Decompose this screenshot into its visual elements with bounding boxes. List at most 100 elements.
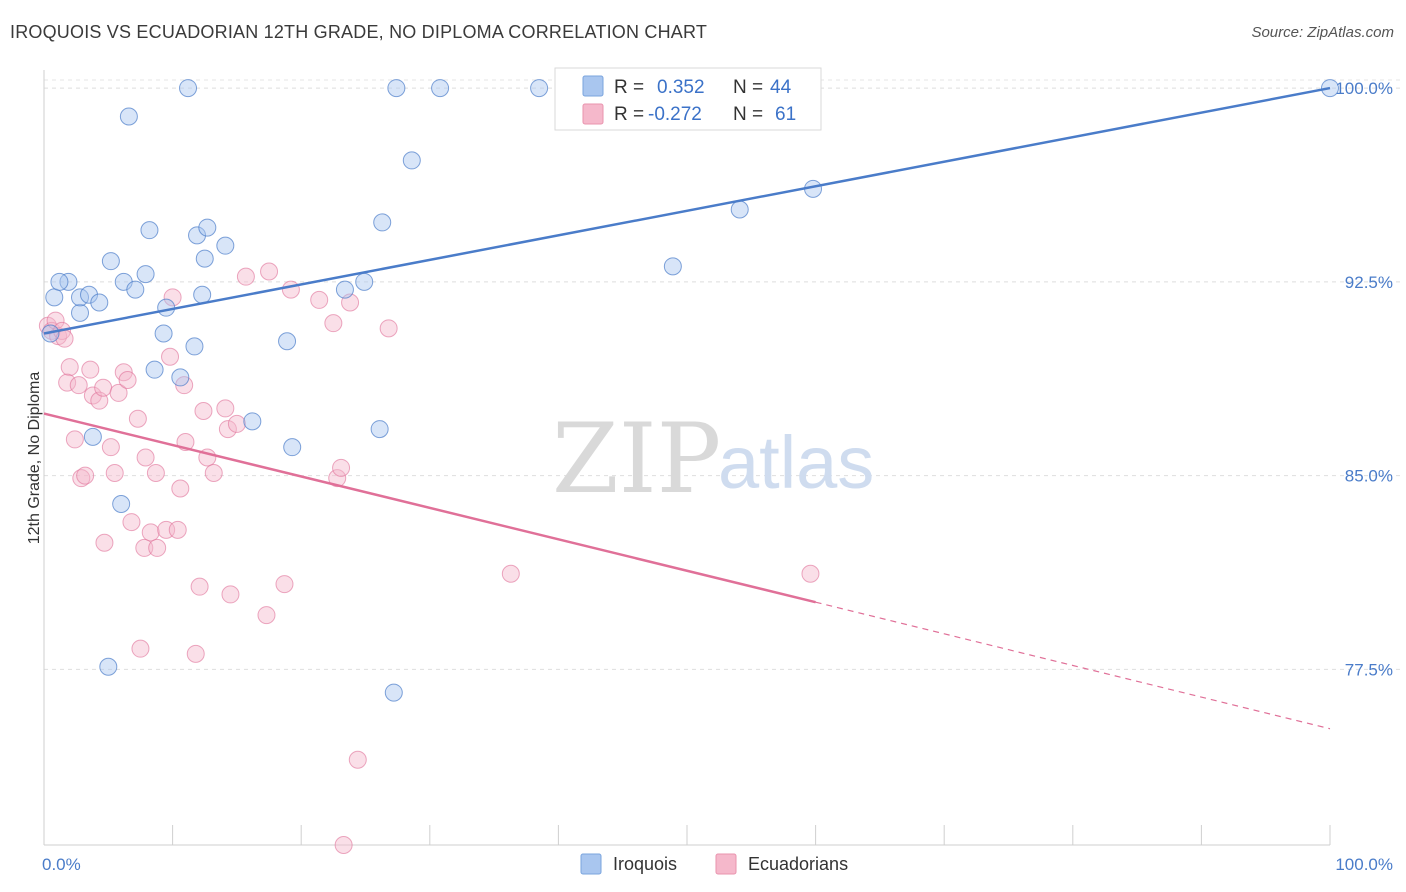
ecuadorians-point: [58, 373, 77, 392]
legend-label-iroquois: Iroquois: [613, 854, 677, 874]
iroquois-point: [101, 252, 120, 271]
iroquois-point: [136, 265, 155, 284]
ecuadorians-point: [81, 360, 100, 379]
watermark-zip: ZIP: [552, 403, 721, 515]
ecuadorians-point: [161, 347, 180, 366]
ecuadorians-point: [281, 280, 300, 299]
ecuadorians-point: [379, 319, 398, 338]
ecuadorians-point: [190, 577, 209, 596]
legend-n-label: N =: [733, 77, 763, 98]
iroquois-point: [99, 657, 118, 676]
x-tick-label: 100.0%: [1335, 855, 1393, 874]
iroquois-point: [283, 438, 302, 457]
ecuadorians-point: [101, 438, 120, 457]
iroquois-point: [154, 324, 173, 343]
iroquois-point: [243, 412, 262, 431]
legend-swatch-ecuadorians: [715, 853, 737, 875]
ecuadorians-point: [95, 533, 114, 552]
ecuadorians-point: [332, 458, 351, 477]
ecuadorians-point: [65, 430, 84, 449]
legend-swatch-iroquois: [580, 853, 602, 875]
iroquois-point: [384, 683, 403, 702]
iroquois-point: [216, 236, 235, 255]
ecuadorians-point: [310, 290, 329, 309]
iroquois-point: [45, 288, 64, 307]
iroquois-points: [41, 79, 1339, 702]
iroquois-point: [387, 79, 406, 98]
ecuadorians-point: [348, 750, 367, 769]
ecuadorians-point: [275, 575, 294, 594]
legend-n-label: N =: [733, 104, 763, 125]
iroquois-point: [145, 360, 164, 379]
y-tick-label: 77.5%: [1345, 660, 1393, 679]
x-tick-label: 0.0%: [42, 855, 81, 874]
legend-n-value: 44: [770, 77, 792, 98]
ecuadorians-point: [501, 564, 520, 583]
ecuadorians-point: [69, 376, 88, 395]
ecuadorians-trend-extension: [815, 601, 1331, 730]
iroquois-point: [373, 213, 392, 232]
chart-title: IROQUOIS VS ECUADORIAN 12TH GRADE, NO DI…: [10, 22, 708, 42]
legend-r-label: R =: [614, 104, 644, 125]
ecuadorians-points: [38, 262, 820, 854]
iroquois-point: [370, 420, 389, 439]
iroquois-point: [80, 285, 99, 304]
watermark-atlas: atlas: [718, 421, 874, 504]
ecuadorians-point: [334, 836, 353, 854]
ecuadorians-point: [227, 414, 246, 433]
ecuadorians-point: [801, 564, 820, 583]
iroquois-point: [112, 495, 131, 513]
iroquois-point: [530, 79, 549, 98]
tick-labels: 77.5% 85.0% 92.5% 100.0% 0.0% 100.0%: [42, 79, 1393, 874]
ecuadorians-point: [136, 448, 155, 467]
source-credit: Source: ZipAtlas.com: [1251, 24, 1394, 41]
ecuadorians-point: [146, 464, 165, 482]
iroquois-point: [431, 79, 450, 98]
iroquois-point: [402, 151, 421, 170]
ecuadorians-point: [163, 288, 182, 307]
iroquois-point: [90, 293, 109, 312]
ecuadorians-point: [218, 420, 237, 439]
iroquois-point: [730, 200, 749, 219]
ecuadorians-point: [186, 644, 205, 663]
trend-lines: [43, 86, 1331, 730]
ecuadorians-point: [171, 479, 190, 498]
iroquois-point: [188, 226, 207, 245]
ecuadorians-point: [118, 371, 137, 389]
gridlines: [44, 79, 1400, 670]
series-legend: Iroquois Ecuadorians: [580, 853, 848, 875]
ecuadorians-point: [122, 513, 141, 532]
iroquois-point: [663, 257, 682, 276]
legend-label-ecuadorians: Ecuadorians: [748, 854, 848, 874]
legend-swatch-iroquois: [582, 75, 604, 97]
iroquois-point: [335, 280, 354, 299]
legend-r-value: -0.272: [648, 104, 702, 125]
ecuadorians-point: [221, 585, 240, 604]
legend-swatch-ecuadorians: [582, 103, 604, 125]
ecuadorians-point: [76, 466, 95, 485]
stats-legend: R = 0.352 N = 44 R = -0.272 N = 61: [554, 67, 822, 131]
ecuadorians-point: [60, 358, 79, 377]
ecuadorians-trend-line: [43, 412, 816, 604]
iroquois-point: [193, 285, 212, 304]
iroquois-point: [83, 427, 102, 446]
iroquois-point: [71, 303, 90, 322]
ecuadorians-point: [109, 383, 128, 402]
iroquois-point: [195, 249, 214, 268]
ecuadorians-point: [257, 606, 276, 625]
ecuadorians-point: [105, 464, 124, 482]
iroquois-point: [355, 272, 374, 291]
iroquois-point: [59, 272, 78, 291]
y-tick-label: 85.0%: [1345, 467, 1393, 486]
y-axis-title: 12th Grade, No Diploma: [26, 372, 43, 545]
ecuadorians-point: [168, 520, 187, 539]
ecuadorians-point: [148, 538, 167, 557]
ecuadorians-point: [204, 464, 223, 482]
y-tick-label: 100.0%: [1335, 79, 1393, 98]
ecuadorians-point: [216, 399, 235, 418]
iroquois-point: [157, 298, 176, 317]
ecuadorians-point: [128, 409, 147, 428]
ecuadorians-point: [194, 402, 213, 420]
iroquois-point: [126, 280, 145, 299]
